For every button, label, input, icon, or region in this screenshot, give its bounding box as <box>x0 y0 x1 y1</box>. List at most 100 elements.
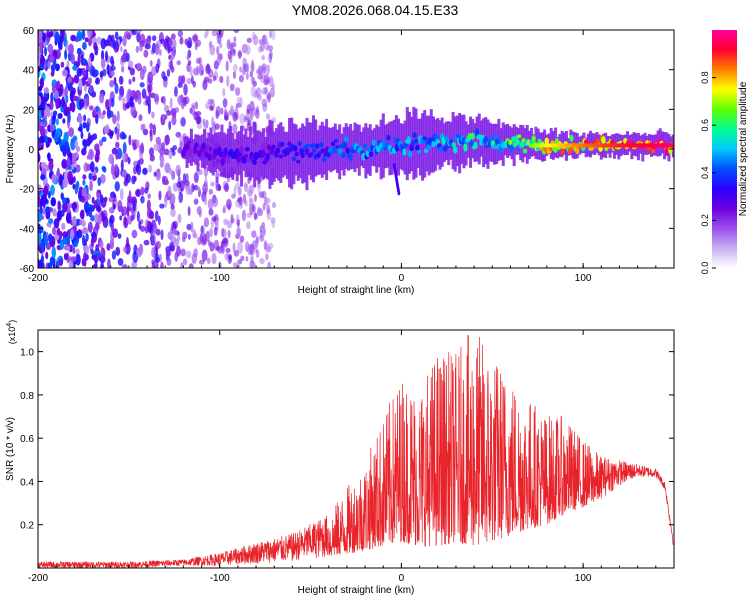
signal-blob <box>341 152 346 159</box>
signal-halo <box>434 119 438 171</box>
noise-blob <box>100 247 106 259</box>
noise-blob <box>64 49 68 60</box>
signal-ridge <box>577 143 581 148</box>
signal-ridge <box>603 143 607 148</box>
signal-halo <box>475 116 479 162</box>
noise-blob <box>52 83 56 94</box>
signal-blob <box>322 155 327 163</box>
noise-blob <box>126 206 130 217</box>
signal-ridge <box>563 143 567 148</box>
noise-blob <box>245 62 250 75</box>
signal-halo <box>418 118 422 176</box>
noise-blob <box>63 36 67 47</box>
noise-blob <box>246 37 253 44</box>
noise-blob <box>66 157 71 167</box>
signal-ridge <box>572 143 576 148</box>
signal-ridge <box>626 143 630 148</box>
noise-blob <box>50 184 55 196</box>
signal-ridge <box>657 143 661 148</box>
signal-halo <box>342 127 346 176</box>
noise-blob <box>57 113 63 119</box>
noise-blob <box>48 159 54 171</box>
signal-halo <box>266 126 270 180</box>
signal-ridge <box>652 143 656 148</box>
signal-ridge <box>566 143 570 148</box>
noise-blob <box>229 54 233 64</box>
noise-blob <box>73 60 79 67</box>
noise-blob <box>60 144 66 153</box>
noise-blob <box>227 203 231 211</box>
signal-ridge <box>650 143 654 148</box>
noise-blob <box>228 254 232 261</box>
noise-blob <box>211 216 217 222</box>
noise-blob <box>241 68 246 76</box>
signal-blob <box>480 134 486 139</box>
noise-blob <box>163 148 170 156</box>
noise-blob <box>141 88 147 100</box>
noise-blob <box>182 97 188 107</box>
signal-blob <box>544 137 549 145</box>
signal-ridge <box>588 143 592 148</box>
noise-blob <box>141 123 146 131</box>
noise-blob <box>217 184 222 191</box>
signal-ridge <box>615 143 619 148</box>
noise-blob <box>151 233 156 246</box>
noise-blob <box>84 83 87 92</box>
noise-blob <box>99 92 105 104</box>
noise-blob <box>82 174 87 180</box>
noise-blob <box>261 87 268 96</box>
signal-blob <box>361 152 366 161</box>
signal-blob <box>304 147 310 156</box>
signal-blob <box>319 141 324 148</box>
noise-blob <box>56 227 61 236</box>
noise-blob <box>261 221 265 229</box>
noise-blob <box>87 206 93 217</box>
signal-blob <box>575 147 580 155</box>
noise-blob <box>166 257 172 266</box>
signal-halo <box>569 129 573 156</box>
noise-blob <box>197 236 202 246</box>
signal-blob <box>306 143 311 148</box>
noise-blob <box>243 183 249 193</box>
noise-blob <box>140 33 146 46</box>
noise-blob <box>239 66 243 73</box>
noise-blob <box>245 73 249 80</box>
noise-blob <box>43 87 49 95</box>
noise-blob <box>220 107 224 115</box>
signal-halo <box>290 117 294 190</box>
noise-blob <box>213 60 219 70</box>
signal-ridge <box>583 143 587 148</box>
noise-blob <box>123 246 127 253</box>
signal-ridge <box>528 143 532 148</box>
noise-blob <box>122 150 126 162</box>
noise-blob <box>135 139 140 148</box>
noise-blob <box>62 201 68 213</box>
noise-blob <box>183 83 188 96</box>
noise-blob <box>229 83 235 92</box>
signal-ridge <box>541 143 545 148</box>
noise-blob <box>236 259 241 268</box>
noise-blob <box>50 92 54 103</box>
noise-blob <box>98 139 104 147</box>
noise-blob <box>167 185 172 198</box>
heatmap-xtick-label: -200 <box>28 273 48 284</box>
noise-blob <box>63 252 68 261</box>
signal-blob <box>192 146 198 155</box>
noise-blob <box>87 30 93 39</box>
noise-blob <box>61 222 66 231</box>
noise-blob <box>115 152 119 160</box>
noise-blob <box>39 77 44 89</box>
noise-blob <box>246 108 251 115</box>
signal-blob <box>598 146 603 152</box>
noise-blob <box>67 85 74 92</box>
noise-blob <box>48 218 54 224</box>
noise-blob <box>119 85 125 98</box>
noise-blob <box>131 261 136 268</box>
heatmap-ytick-label: 60 <box>23 26 35 37</box>
noise-blob <box>253 211 257 221</box>
noise-blob <box>209 105 214 111</box>
colorbar-tick-label: 0.4 <box>700 167 710 180</box>
signal-ridge <box>659 143 663 148</box>
noise-blob <box>251 261 256 268</box>
